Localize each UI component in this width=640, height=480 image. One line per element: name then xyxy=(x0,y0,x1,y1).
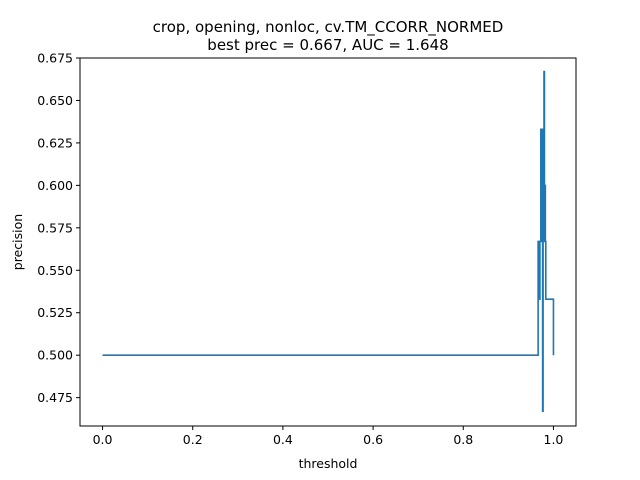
plot-frame xyxy=(79,57,577,427)
x-tick-label: 0.4 xyxy=(273,432,293,447)
x-axis-label: threshold xyxy=(299,456,358,471)
series-line xyxy=(102,70,555,413)
y-tick-label: 0.675 xyxy=(37,51,73,66)
y-tick-label: 0.475 xyxy=(37,390,73,405)
x-tick-label: 0.2 xyxy=(183,432,203,447)
y-tick-label: 0.525 xyxy=(37,305,73,320)
x-tick-label: 0.0 xyxy=(93,432,113,447)
y-tick-label: 0.550 xyxy=(37,263,73,278)
y-axis-label: precision xyxy=(10,214,25,270)
y-tick-label: 0.500 xyxy=(37,348,73,363)
y-axis-ticks: 0.475 0.500 0.525 0.550 0.575 0.600 0.625 0.650… xyxy=(37,51,80,405)
y-tick-label: 0.625 xyxy=(37,135,73,150)
y-tick-label: 0.600 xyxy=(37,178,73,193)
chart-subtitle: best prec = 0.667, AUC = 1.648 xyxy=(207,36,448,54)
x-tick-label: 0.6 xyxy=(363,432,383,447)
x-tick-label: 1.0 xyxy=(544,432,564,447)
chart-title: crop, opening, nonloc, cv.TM_CCORR_NORME… xyxy=(153,18,504,37)
x-axis-ticks: 0.0 0.2 0.4 0.6 0.8 1.0 xyxy=(93,426,564,447)
y-tick-label: 0.575 xyxy=(37,220,73,235)
x-tick-label: 0.8 xyxy=(453,432,473,447)
y-tick-label: 0.650 xyxy=(37,93,73,108)
